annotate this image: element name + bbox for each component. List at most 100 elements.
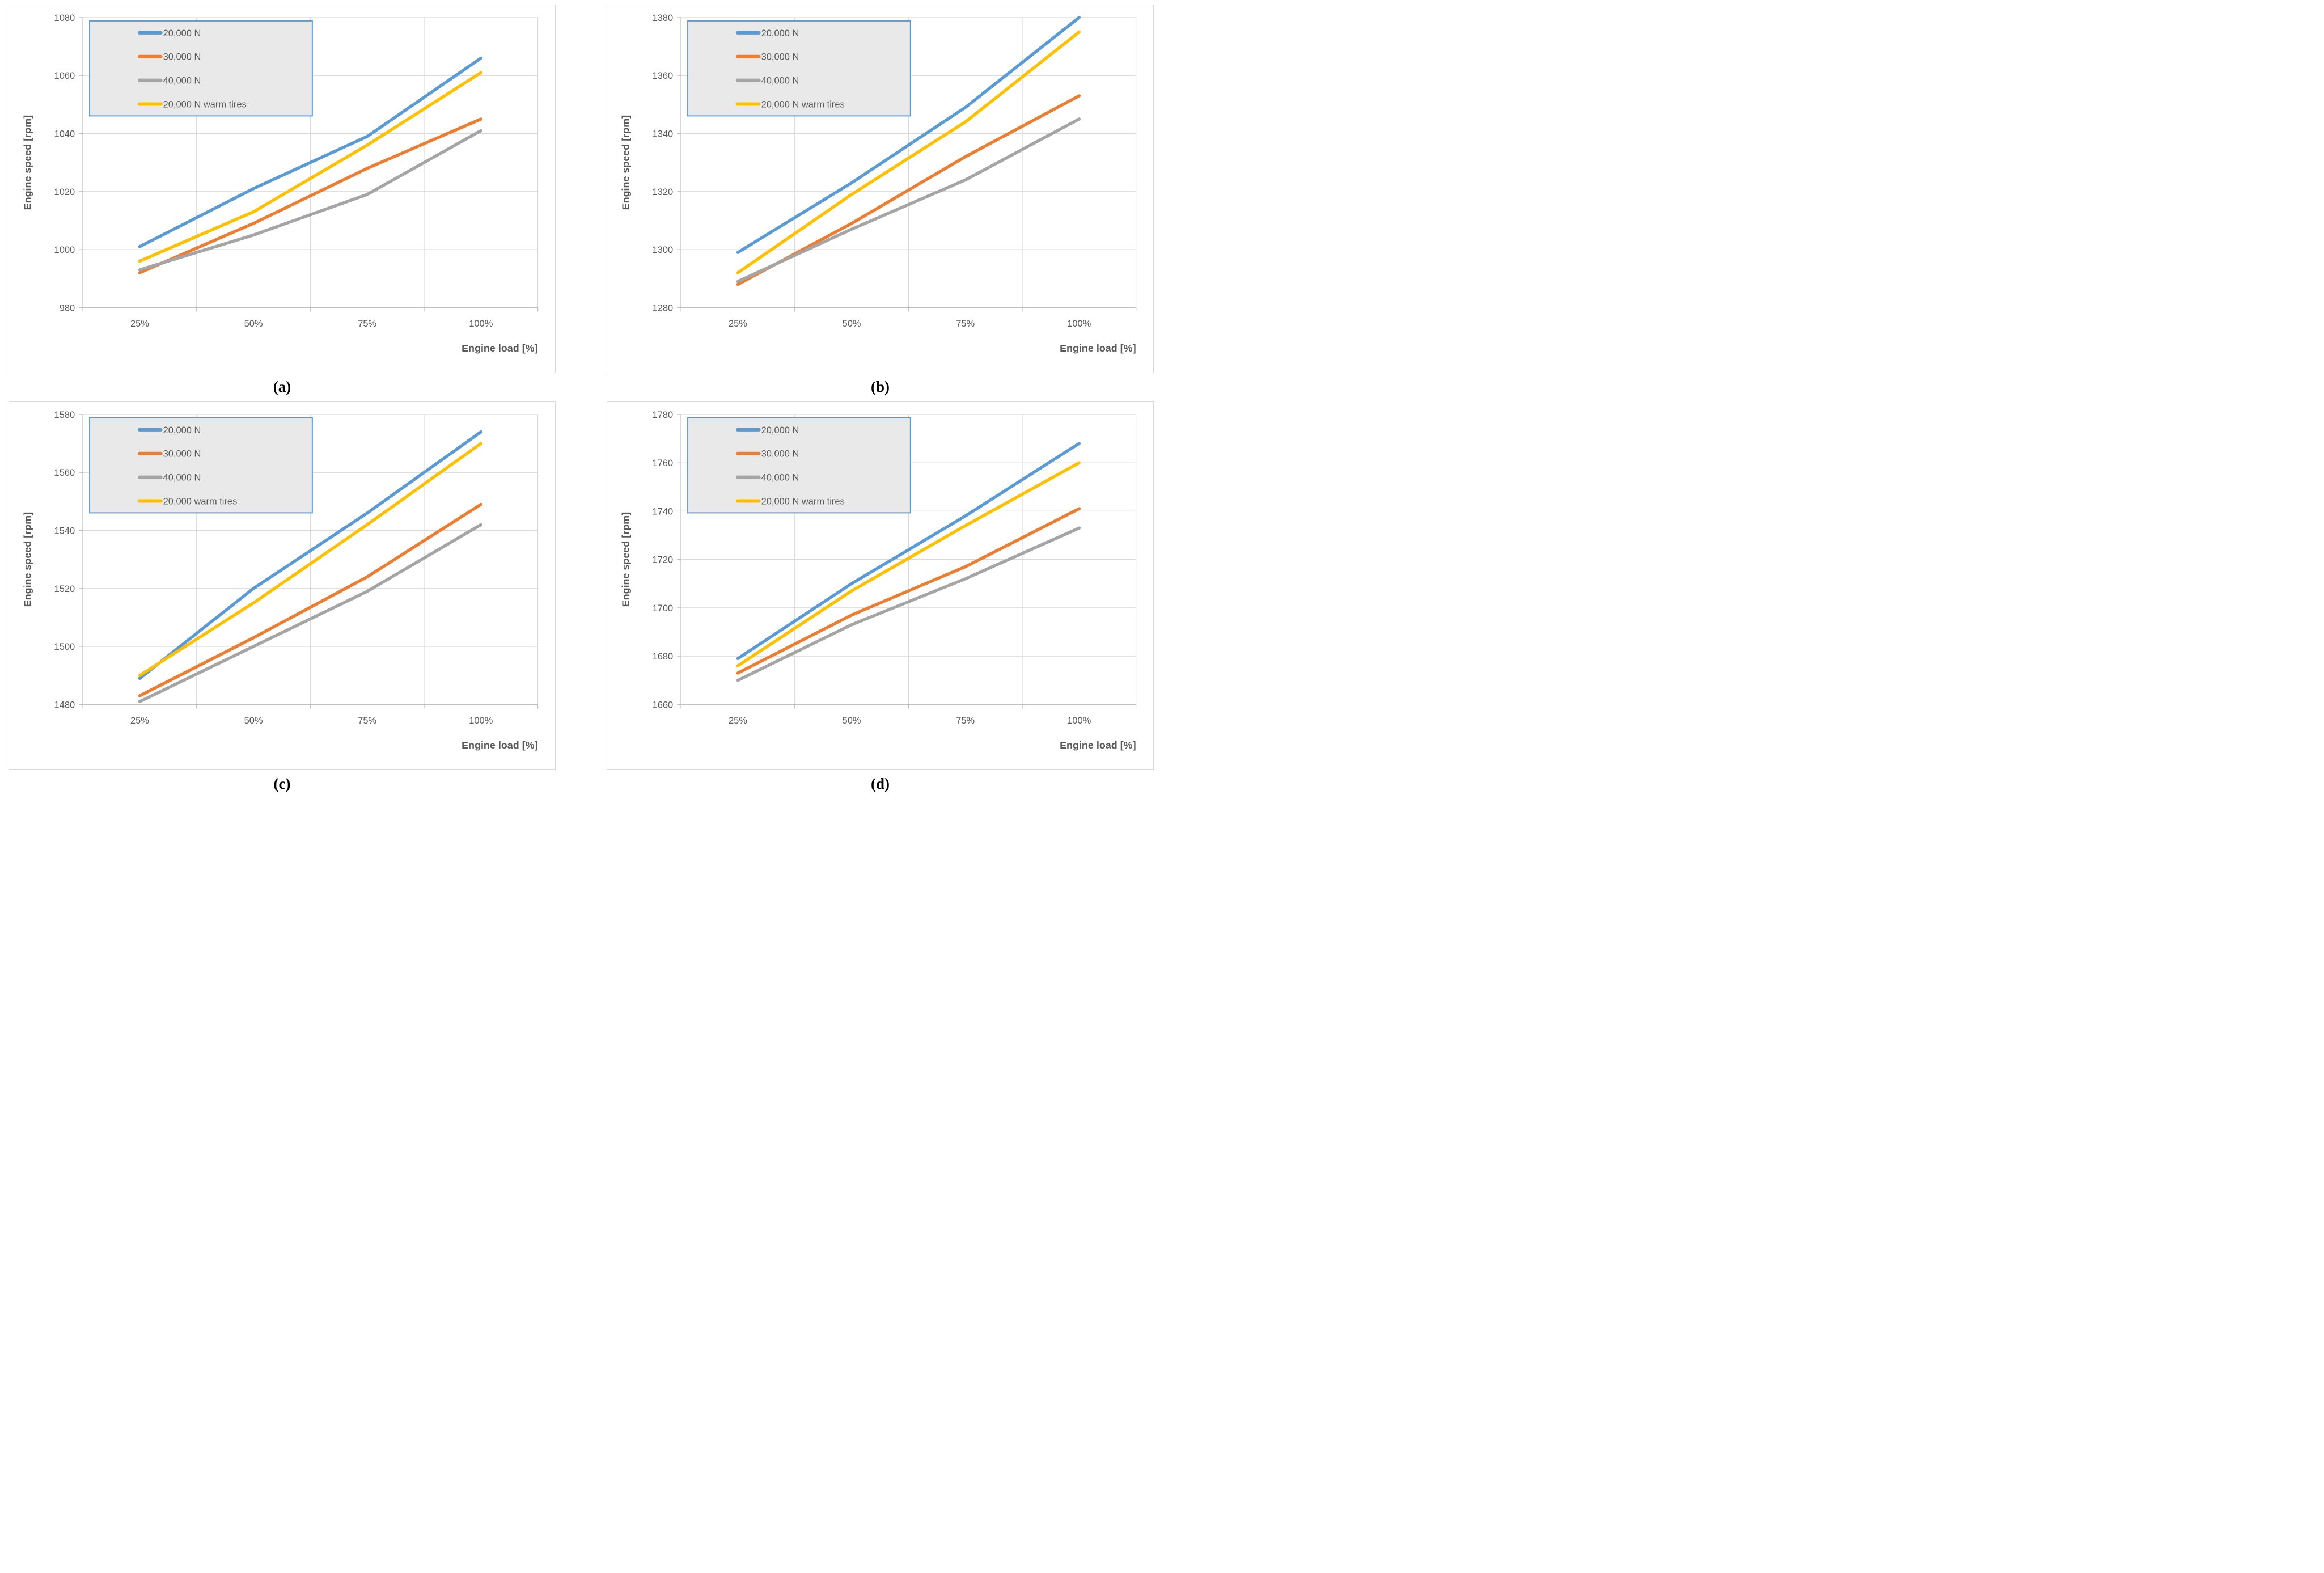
y-tick-label: 1700: [653, 603, 674, 614]
series-line-gray: [138, 129, 483, 272]
legend-label: 20,000 warm tires: [163, 496, 238, 506]
legend-label: 20,000 N warm tires: [163, 99, 247, 109]
y-tick-label: 1520: [54, 584, 75, 594]
legend-label: 40,000 N: [761, 76, 799, 86]
y-tick-label: 1660: [653, 700, 674, 710]
x-axis-label: Engine load [%]: [1060, 739, 1136, 751]
series-line-gray: [736, 117, 1081, 284]
line-chart-d: 1660 1680 1700 1720 1740 1760 1780 25% 50% 75% 100…: [620, 410, 1137, 751]
legend-label: 20,000 N: [163, 425, 201, 435]
series-line-gray: [736, 526, 1081, 682]
x-tick-label: 100%: [469, 716, 493, 726]
y-tick-label: 1500: [54, 642, 75, 652]
y-tick-label: 1540: [54, 526, 75, 536]
chart-cell-a: 980 1000 1020 1040 1060 1080 25% 50% 75% 100% 20,0…: [9, 5, 556, 400]
x-axis-label: Engine load [%]: [1060, 342, 1136, 354]
y-tick-label: 1340: [653, 129, 674, 139]
x-tick-label: 100%: [1067, 716, 1091, 726]
x-tick-label: 75%: [956, 716, 975, 726]
x-tick-label: 100%: [469, 319, 493, 329]
line-chart-b: 1280 1300 1320 1340 1360 1380 25% 50% 75% 100% 20,…: [620, 13, 1137, 354]
chart-panel-d: 1660 1680 1700 1720 1740 1760 1780 25% 50% 75% 100…: [607, 401, 1154, 770]
panel-label-a: (a): [273, 378, 291, 395]
chart-panel-b: 1280 1300 1320 1340 1360 1380 25% 50% 75% 100% 20,…: [607, 5, 1154, 373]
legend-label: 20,000 N warm tires: [761, 99, 845, 109]
y-axis-label: Engine speed [rpm]: [620, 115, 631, 210]
y-tick-label: 1020: [54, 187, 75, 197]
series-line-yellow: [736, 30, 1081, 274]
series-line-orange: [138, 502, 483, 697]
y-axis-label: Engine speed [rpm]: [22, 512, 33, 607]
x-tick-label: 50%: [843, 716, 861, 726]
y-tick-label: 1680: [653, 652, 674, 662]
series-line-yellow: [138, 442, 483, 677]
y-tick-label: 1280: [653, 303, 674, 313]
x-tick-label: 25%: [130, 716, 149, 726]
y-axis-label: Engine speed [rpm]: [22, 115, 33, 210]
series-line-yellow: [736, 461, 1081, 667]
x-tick-label: 50%: [843, 319, 861, 329]
figure-page: 980 1000 1020 1040 1060 1080 25% 50% 75% 100% 20,0…: [0, 0, 1162, 800]
y-tick-label: 1780: [653, 410, 674, 420]
y-tick-label: 1080: [54, 13, 75, 23]
series-line-orange: [736, 507, 1081, 675]
y-tick-label: 1740: [653, 506, 674, 517]
series-line-orange: [138, 117, 483, 274]
series-line-blue: [736, 442, 1081, 661]
legend-label: 30,000 N: [163, 449, 201, 459]
x-tick-label: 50%: [244, 319, 263, 329]
y-tick-label: 1300: [653, 245, 674, 255]
x-tick-label: 25%: [729, 716, 747, 726]
y-tick-label: 1320: [653, 187, 674, 197]
y-tick-label: 1380: [653, 13, 674, 23]
series-line-blue: [138, 430, 483, 680]
chart-panel-a: 980 1000 1020 1040 1060 1080 25% 50% 75% 100% 20,0…: [9, 5, 556, 373]
x-tick-label: 50%: [244, 716, 263, 726]
legend-label: 20,000 N: [761, 28, 799, 39]
y-tick-label: 980: [60, 303, 75, 313]
y-axis-label: Engine speed [rpm]: [620, 512, 631, 607]
y-tick-label: 1040: [54, 129, 75, 139]
x-tick-label: 75%: [358, 319, 376, 329]
y-tick-label: 1060: [54, 71, 75, 81]
legend-label: 30,000 N: [761, 449, 799, 459]
y-tick-label: 1480: [54, 700, 75, 710]
x-tick-label: 25%: [130, 319, 149, 329]
line-chart-a: 980 1000 1020 1040 1060 1080 25% 50% 75% 100% 20,0…: [22, 13, 539, 354]
x-tick-label: 75%: [358, 716, 376, 726]
legend-label: 20,000 N warm tires: [761, 496, 845, 506]
series-line-blue: [736, 16, 1081, 254]
legend-box: [687, 20, 911, 117]
legend-label: 30,000 N: [163, 52, 201, 62]
legend-box: [89, 417, 313, 514]
x-tick-label: 75%: [956, 319, 975, 329]
series-line-gray: [138, 523, 483, 703]
panel-label-b: (b): [871, 378, 890, 395]
x-axis-label: Engine load [%]: [462, 342, 538, 354]
chart-panel-c: 1480 1500 1520 1540 1560 1580 25% 50% 75% 100% 20,…: [9, 401, 556, 770]
line-chart-c: 1480 1500 1520 1540 1560 1580 25% 50% 75% 100% 20,…: [22, 410, 539, 751]
legend-label: 20,000 N: [163, 28, 201, 39]
legend-label: 40,000 N: [163, 76, 201, 86]
panel-label-c: (c): [273, 775, 291, 792]
chart-cell-d: 1660 1680 1700 1720 1740 1760 1780 25% 50% 75% 100…: [607, 401, 1154, 797]
panel-label-d: (d): [871, 775, 890, 792]
y-tick-label: 1760: [653, 458, 674, 468]
legend-label: 40,000 N: [761, 473, 799, 483]
series-line-yellow: [138, 71, 483, 263]
x-axis-label: Engine load [%]: [462, 739, 538, 751]
y-tick-label: 1720: [653, 555, 674, 565]
x-tick-label: 100%: [1067, 319, 1091, 329]
x-tick-label: 25%: [729, 319, 747, 329]
legend-label: 30,000 N: [761, 52, 799, 62]
legend-label: 40,000 N: [163, 473, 201, 483]
y-tick-label: 1560: [54, 468, 75, 478]
legend-box: [687, 417, 911, 514]
legend-label: 20,000 N: [761, 425, 799, 435]
chart-cell-b: 1280 1300 1320 1340 1360 1380 25% 50% 75% 100% 20,…: [607, 5, 1154, 400]
y-tick-label: 1580: [54, 410, 75, 420]
chart-grid: 980 1000 1020 1040 1060 1080 25% 50% 75% 100% 20,0…: [9, 5, 1154, 797]
y-tick-label: 1000: [54, 245, 75, 255]
series-line-blue: [138, 56, 483, 248]
chart-cell-c: 1480 1500 1520 1540 1560 1580 25% 50% 75% 100% 20,…: [9, 401, 556, 797]
